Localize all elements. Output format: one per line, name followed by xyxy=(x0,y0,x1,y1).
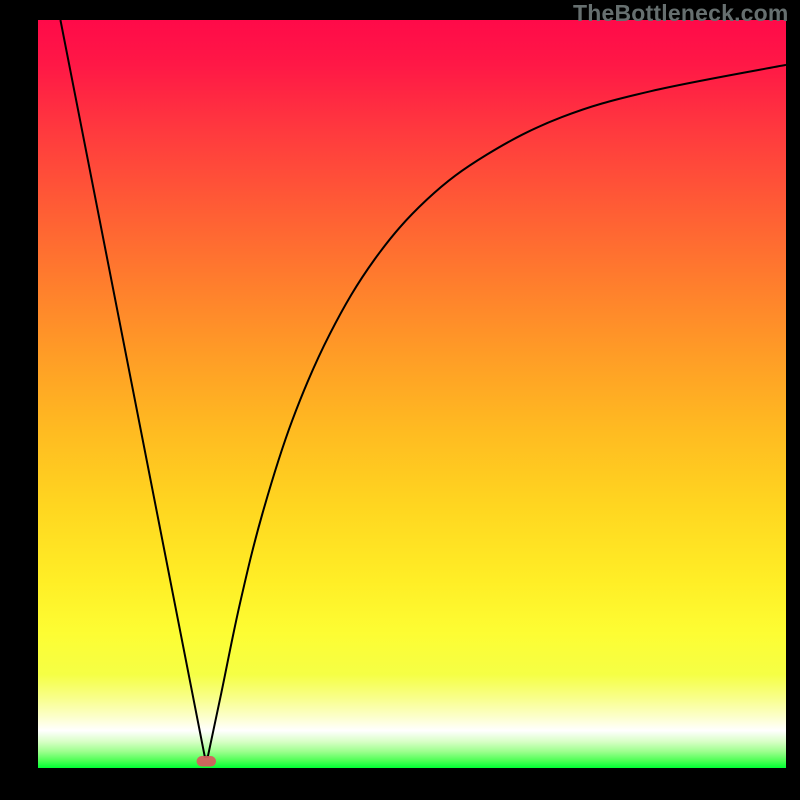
plot-area xyxy=(38,20,786,768)
gradient-background xyxy=(38,20,786,768)
optimum-marker xyxy=(197,756,216,766)
watermark: TheBottleneck.com xyxy=(573,0,789,27)
watermark-text: TheBottleneck.com xyxy=(573,0,789,26)
plot-svg xyxy=(38,20,786,768)
